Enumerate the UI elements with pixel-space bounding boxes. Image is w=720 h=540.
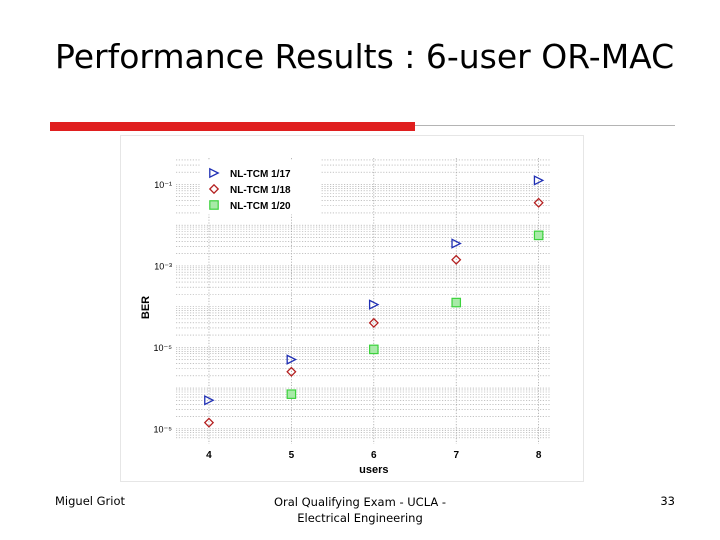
axis-layer: BER users	[140, 296, 388, 476]
slide-title: Performance Results : 6-user OR-MAC	[55, 37, 675, 76]
data-point	[286, 366, 297, 377]
data-point	[368, 299, 380, 310]
legend: NL-TCM 1/17 NL-TCM 1/18 NL-TCM 1/20	[199, 159, 321, 215]
data-point	[203, 417, 215, 428]
data-point	[533, 230, 544, 241]
legend-marker	[208, 183, 220, 195]
legend-label: NL-TCM 1/18	[230, 185, 291, 196]
x-tick-label: 4	[206, 450, 212, 461]
marks-layer	[203, 175, 545, 428]
data-point	[533, 197, 544, 208]
x-tick-label: 7	[453, 450, 459, 461]
x-tick-label: 6	[371, 450, 377, 461]
data-point	[369, 344, 379, 355]
y-axis-label: BER	[140, 296, 152, 319]
y-tick-label: 10⁻⁵	[154, 424, 173, 434]
x-tick-label: 8	[536, 450, 542, 461]
data-point	[533, 175, 545, 186]
legend-label: NL-TCM 1/20	[230, 201, 291, 212]
legend-marker	[209, 200, 219, 210]
data-point	[286, 389, 297, 399]
ber-chart-svg: 10⁻¹ 10⁻³ 10⁻⁵ 10⁻⁵ 4 5 6 7 8 BER users NL-TCM 1…	[140, 158, 551, 476]
data-point	[204, 395, 215, 406]
y-tick-label: 10⁻³	[154, 261, 172, 271]
y-tick-label: 10⁻¹	[154, 180, 172, 190]
ber-chart: 10⁻¹ 10⁻³ 10⁻⁵ 10⁻⁵ 4 5 6 7 8 BER users NL-TCM 1…	[120, 135, 584, 482]
y-tick-label: 10⁻⁵	[154, 343, 173, 353]
footer-event: Oral Qualifying Exam - UCLA - Electrical…	[273, 495, 447, 525]
data-point	[451, 297, 462, 308]
data-point	[451, 238, 462, 249]
footer-author: Miguel Griot	[55, 494, 126, 508]
legend-marker	[209, 167, 220, 179]
slide-number: 33	[660, 494, 675, 508]
title-divider-line	[415, 125, 675, 126]
data-point	[368, 317, 379, 329]
x-tick-label: 5	[289, 450, 295, 461]
legend-box	[199, 159, 321, 215]
data-point	[451, 254, 462, 265]
data-point	[286, 354, 298, 365]
legend-label: NL-TCM 1/17	[230, 169, 291, 180]
x-axis-label: users	[359, 464, 388, 476]
title-accent-bar	[50, 122, 415, 131]
